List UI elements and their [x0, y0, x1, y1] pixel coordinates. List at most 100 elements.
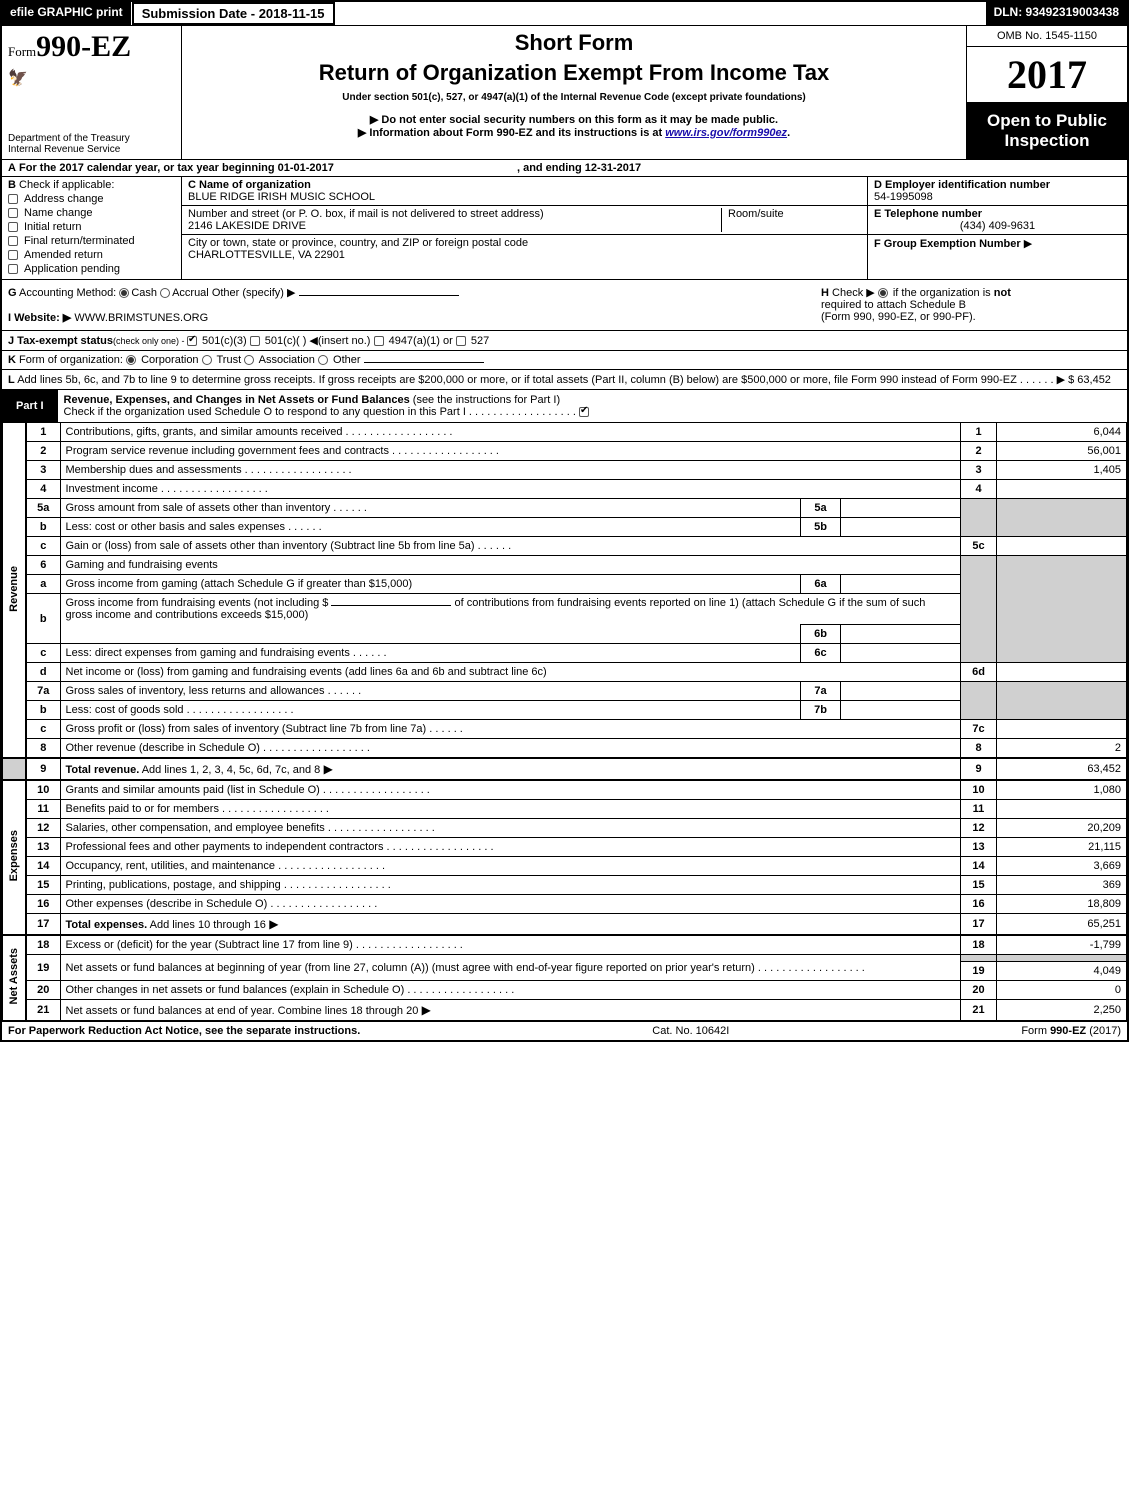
top-bar: efile GRAPHIC print Submission Date - 20…: [2, 2, 1127, 25]
efile-print-button[interactable]: efile GRAPHIC print: [2, 2, 132, 25]
label-city: City or town, state or province, country…: [188, 237, 528, 249]
form-header: Form990-EZ 🦅 Department of the Treasury …: [2, 25, 1127, 159]
chk-schedule-o[interactable]: [579, 407, 589, 417]
ln-17: 17: [26, 914, 60, 936]
amt-2: 56,001: [997, 442, 1127, 461]
chk-4947[interactable]: [374, 336, 384, 346]
amt-3: 1,405: [997, 461, 1127, 480]
sidebar-expenses: Expenses: [3, 780, 27, 935]
ln-1: 1: [26, 423, 60, 442]
warning-ssn: ▶ Do not enter social security numbers o…: [190, 113, 958, 126]
chk-address-change[interactable]: [8, 194, 18, 204]
radio-corporation[interactable]: [126, 355, 136, 365]
irs-link[interactable]: www.irs.gov/form990ez: [665, 127, 787, 139]
radio-other[interactable]: [318, 355, 328, 365]
treasury-label: Department of the Treasury Internal Reve…: [8, 133, 175, 155]
title-short-form: Short Form: [190, 30, 958, 56]
website-link[interactable]: WWW.BRIMSTUNES.ORG: [74, 312, 208, 324]
phone-value: (434) 409-9631: [874, 220, 1121, 232]
identity-grid: B Check if applicable: Address change Na…: [2, 176, 1127, 279]
ln-7a: 7a: [26, 682, 60, 701]
footer-form: Form 990-EZ (2017): [1021, 1025, 1121, 1037]
ln-4: 4: [26, 480, 60, 499]
col-b-checkboxes: B Check if applicable: Address change Na…: [2, 177, 182, 279]
ln-11: 11: [26, 800, 60, 819]
ln-5a: 5a: [26, 499, 60, 518]
amt-14: 3,669: [997, 857, 1127, 876]
amt-7c: [997, 720, 1127, 739]
ln-12: 12: [26, 819, 60, 838]
label-phone: E Telephone number: [874, 208, 982, 220]
amt-20: 0: [997, 981, 1127, 1000]
submission-date: Submission Date - 2018-11-15: [132, 2, 335, 25]
ln-7c: c: [26, 720, 60, 739]
chk-501c3[interactable]: [187, 336, 197, 346]
chk-501c[interactable]: [250, 336, 260, 346]
org-city: CHARLOTTESVILLE, VA 22901: [188, 249, 345, 261]
ln-2: 2: [26, 442, 60, 461]
amt-21: 2,250: [997, 1000, 1127, 1021]
amt-18: -1,799: [997, 935, 1127, 955]
chk-name-change[interactable]: [8, 208, 18, 218]
ln-14: 14: [26, 857, 60, 876]
row-a-tax-year: A For the 2017 calendar year, or tax yea…: [2, 159, 1127, 176]
ln-15: 15: [26, 876, 60, 895]
info-line: ▶ Information about Form 990-EZ and its …: [190, 126, 958, 139]
chk-amended-return[interactable]: [8, 250, 18, 260]
ln-18: 18: [26, 935, 60, 955]
ln-6b: b: [26, 594, 60, 644]
ln-3: 3: [26, 461, 60, 480]
open-to-public: Open to Public Inspection: [967, 103, 1127, 159]
eagle-icon: 🦅: [8, 68, 175, 88]
ln-20: 20: [26, 981, 60, 1000]
label-website: I Website: ▶: [8, 312, 71, 324]
amt-1: 6,044: [997, 423, 1127, 442]
ln-9: 9: [26, 758, 60, 780]
title-return: Return of Organization Exempt From Incom…: [190, 60, 958, 86]
col-def: D Employer identification number 54-1995…: [867, 177, 1127, 279]
omb-number: OMB No. 1545-1150: [967, 26, 1127, 47]
row-k-form-of-org: K Form of organization: Corporation Trus…: [2, 350, 1127, 369]
room-suite: Room/suite: [721, 208, 861, 232]
form-number: Form990-EZ: [8, 30, 175, 64]
page-footer: For Paperwork Reduction Act Notice, see …: [2, 1021, 1127, 1040]
col-c-org-info: C Name of organization BLUE RIDGE IRISH …: [182, 177, 867, 279]
chk-h-schedule-b[interactable]: [878, 288, 888, 298]
chk-initial-return[interactable]: [8, 222, 18, 232]
part-i-header: Part I Revenue, Expenses, and Changes in…: [2, 389, 1127, 422]
ein-value: 54-1995098: [874, 191, 933, 203]
row-j-tax-exempt: J Tax-exempt status(check only one) - 50…: [2, 330, 1127, 350]
radio-association[interactable]: [244, 355, 254, 365]
ln-8: 8: [26, 739, 60, 759]
tax-year: 2017: [967, 47, 1127, 103]
radio-cash[interactable]: [119, 288, 129, 298]
ln-19: 19: [26, 955, 60, 981]
amt-10: 1,080: [997, 780, 1127, 800]
chk-527[interactable]: [456, 336, 466, 346]
row-l-gross-receipts: L Add lines 5b, 6c, and 7b to line 9 to …: [2, 369, 1127, 389]
amt-9: 63,452: [997, 758, 1127, 780]
footer-catno: Cat. No. 10642I: [652, 1025, 729, 1037]
amt-12: 20,209: [997, 819, 1127, 838]
dln-label: DLN: 93492319003438: [986, 2, 1127, 25]
chk-application-pending[interactable]: [8, 264, 18, 274]
footer-paperwork: For Paperwork Reduction Act Notice, see …: [8, 1025, 360, 1037]
subtitle-under: Under section 501(c), 527, or 4947(a)(1)…: [190, 92, 958, 103]
label-org-name: C Name of organization: [188, 179, 311, 191]
org-street: 2146 LAKESIDE DRIVE: [188, 220, 306, 232]
radio-accrual[interactable]: [160, 288, 170, 298]
amt-5c: [997, 537, 1127, 556]
amt-13: 21,115: [997, 838, 1127, 857]
amt-4: [997, 480, 1127, 499]
label-group-exemption: F Group Exemption Number: [874, 238, 1021, 250]
ln-6c: c: [26, 644, 60, 663]
ln-10: 10: [26, 780, 60, 800]
ln-16: 16: [26, 895, 60, 914]
ln-6d: d: [26, 663, 60, 682]
amt-16: 18,809: [997, 895, 1127, 914]
chk-final-return[interactable]: [8, 236, 18, 246]
amt-11: [997, 800, 1127, 819]
amt-6d: [997, 663, 1127, 682]
radio-trust[interactable]: [202, 355, 212, 365]
ln-21: 21: [26, 1000, 60, 1021]
